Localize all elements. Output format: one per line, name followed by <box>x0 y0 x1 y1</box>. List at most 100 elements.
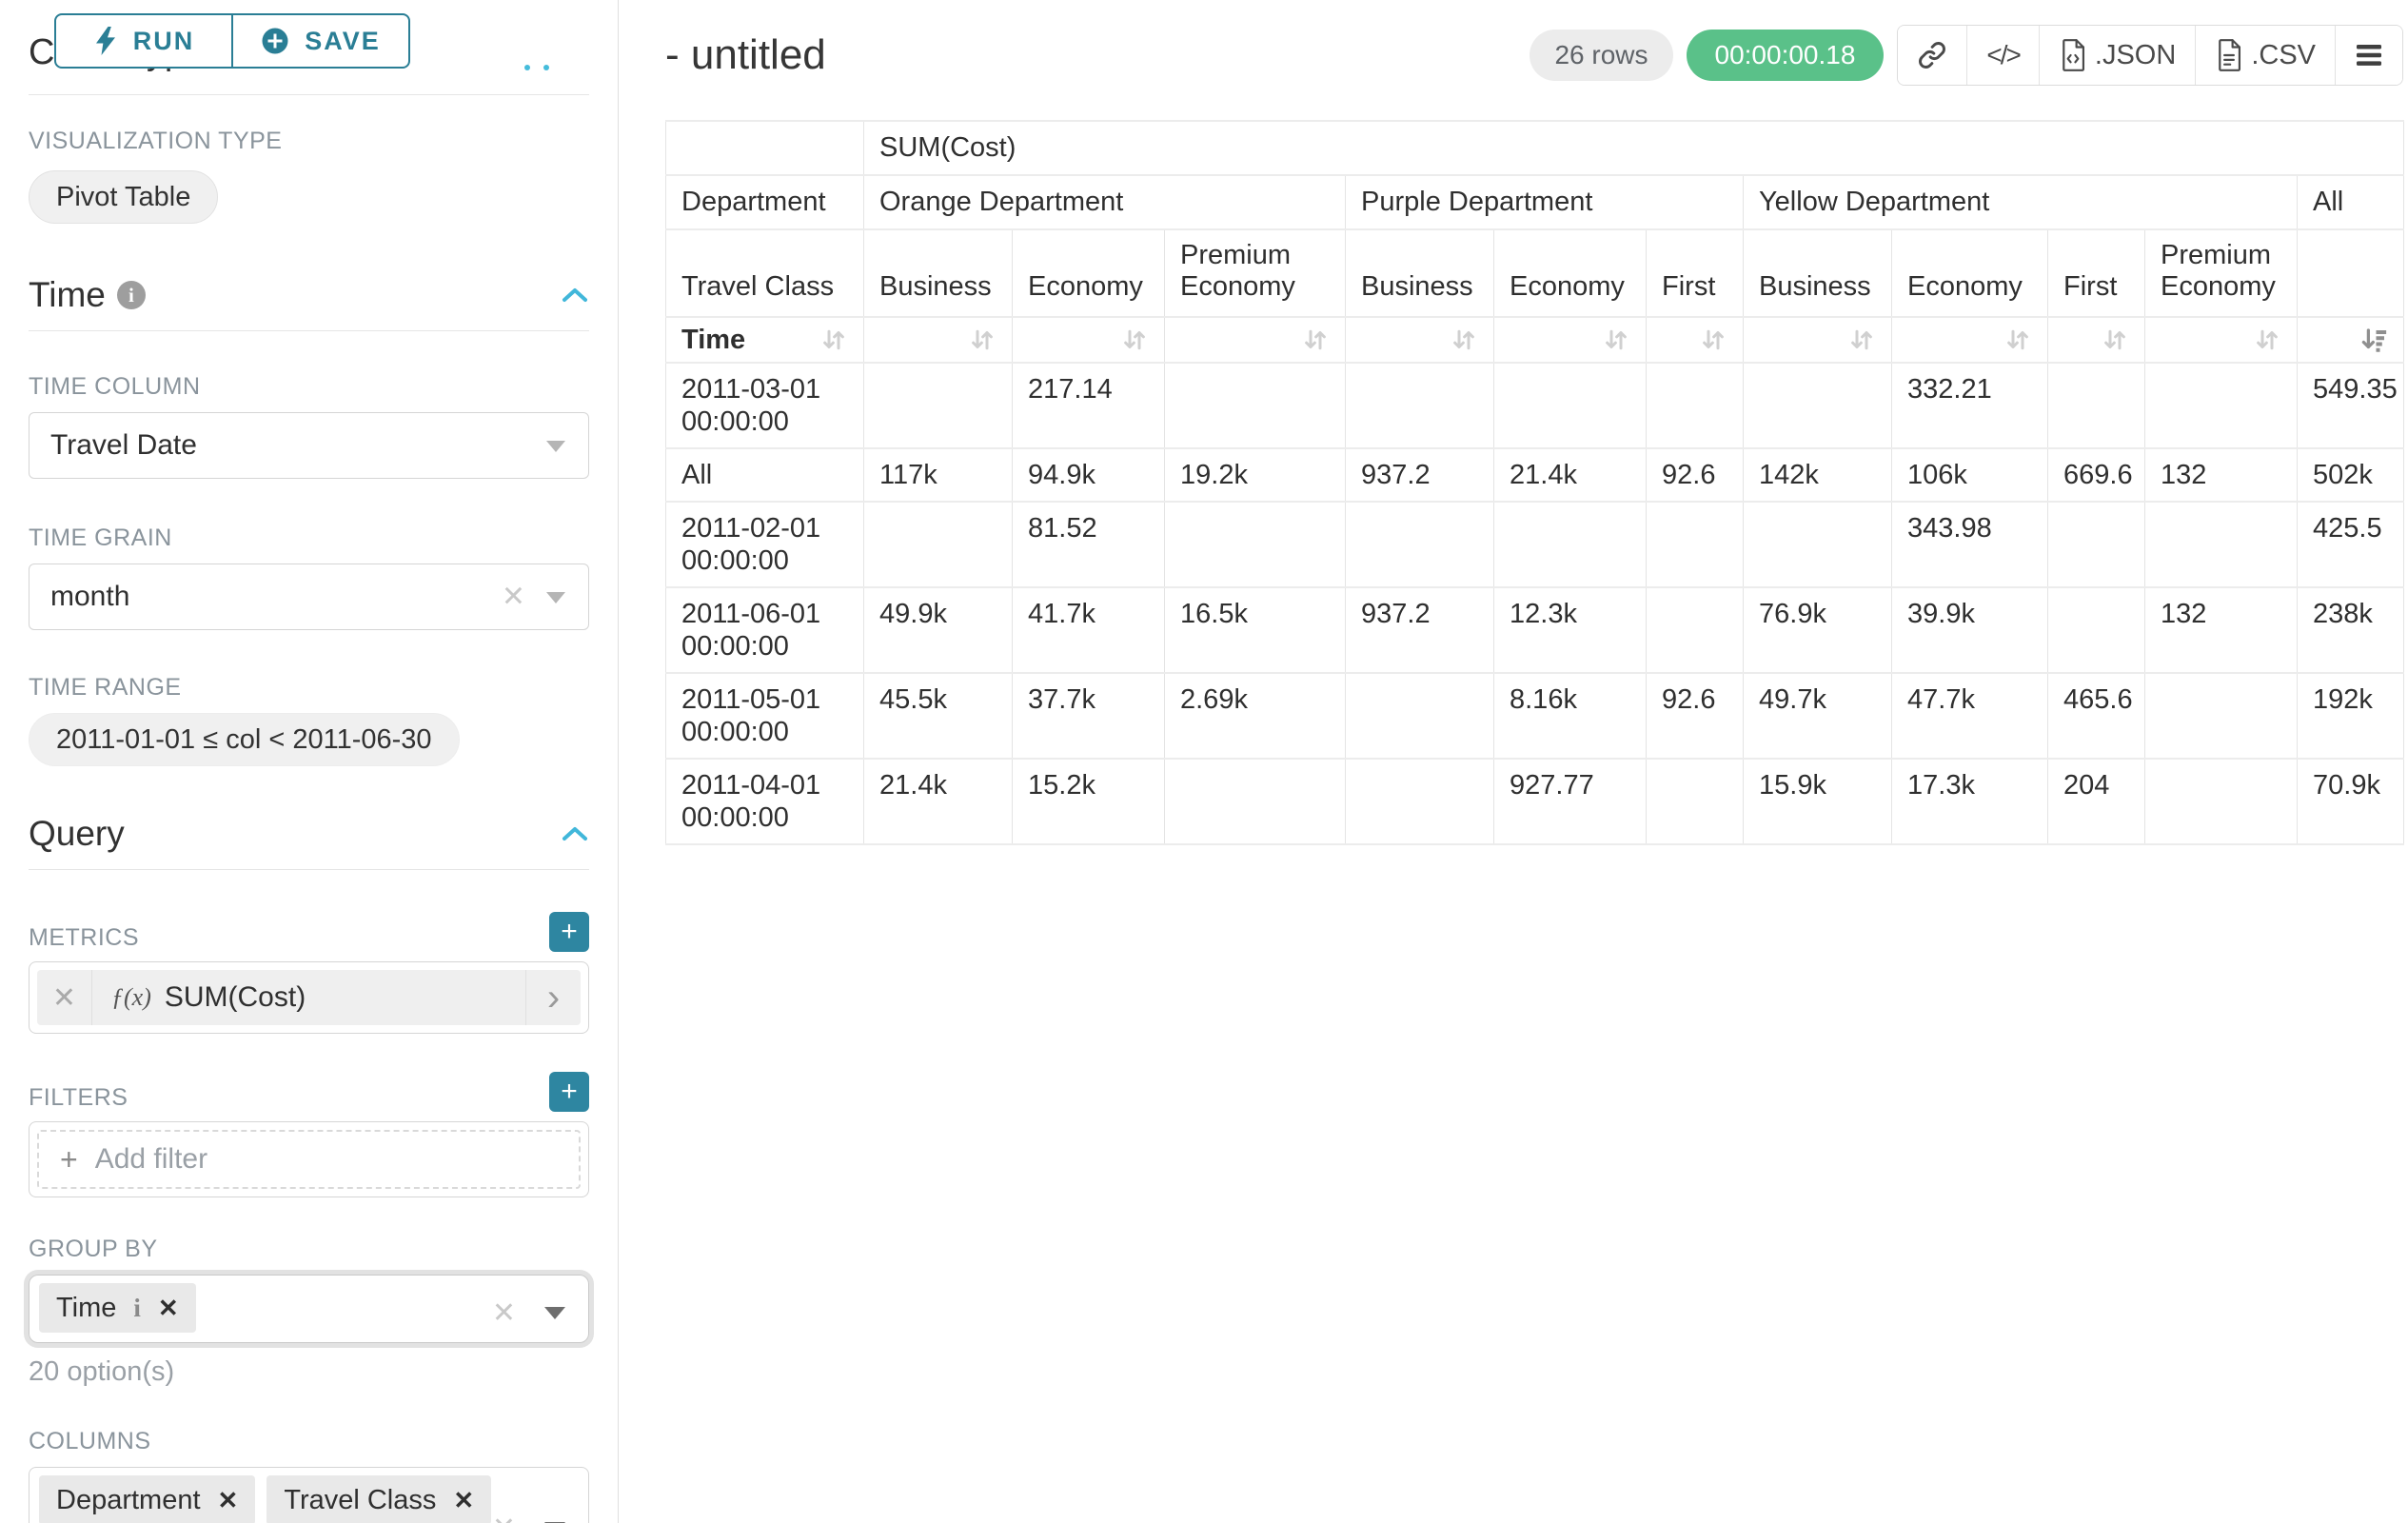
export-csv-button[interactable]: .CSV <box>2195 26 2335 85</box>
info-icon: i <box>116 281 146 309</box>
remove-metric-icon[interactable]: ✕ <box>37 970 92 1025</box>
pivot-cell: 76.9k <box>1743 586 1892 674</box>
table-row: 2011-04-01 00:00:00 21.4k 15.2k 927.77 15.9k… <box>665 758 2405 845</box>
pivot-cell: 465.6 <box>2047 672 2145 760</box>
more-menu-button[interactable] <box>2335 26 2402 85</box>
hamburger-icon <box>2357 45 2381 66</box>
export-json-button[interactable]: .JSON <box>2038 26 2196 85</box>
sort-toggle[interactable] <box>1510 326 1630 354</box>
clear-icon[interactable]: ✕ <box>492 1512 516 1523</box>
info-icon[interactable]: i <box>133 1293 141 1322</box>
metric-header-row: SUM(Cost) <box>665 120 2405 176</box>
metric-chip[interactable]: ✕ ƒ(x) SUM(Cost) › <box>37 970 581 1025</box>
sort-toggle[interactable] <box>1361 326 1478 354</box>
sort-toggle[interactable] <box>1028 326 1149 354</box>
pivot-cell <box>1493 501 1647 588</box>
pivot-cell: 204 <box>2047 758 2145 845</box>
time-range-value[interactable]: 2011-01-01 ≤ col < 2011-06-30 <box>29 713 460 766</box>
filters-container: + Add filter <box>29 1121 589 1197</box>
pivot-cell <box>1164 362 1346 449</box>
pivot-cell <box>2047 501 2145 588</box>
pivot-cell: 132 <box>2144 447 2298 503</box>
pivot-cell: 425.5 <box>2296 501 2405 588</box>
col-group-header: Orange Department <box>863 174 1346 230</box>
group-by-tag[interactable]: Time i ✕ <box>39 1283 196 1333</box>
columns-tag[interactable]: Department ✕ <box>39 1475 256 1523</box>
visualization-type-value[interactable]: Pivot Table <box>29 170 219 224</box>
add-metric-button[interactable]: + <box>549 912 589 952</box>
chevron-up-icon[interactable] <box>561 286 589 305</box>
save-button[interactable]: SAVE <box>232 13 410 69</box>
add-filter-button[interactable]: + Add filter <box>37 1130 581 1189</box>
time-section-header[interactable]: Time i <box>29 275 589 315</box>
pivot-cell <box>2047 362 2145 449</box>
pivot-cell: 238k <box>2296 586 2405 674</box>
pivot-cell: 12.3k <box>1493 586 1647 674</box>
pivot-cell <box>1646 362 1744 449</box>
add-filter-plus-button[interactable]: + <box>549 1072 589 1112</box>
sort-icon <box>2104 329 2125 350</box>
sort-toggle[interactable] <box>1662 326 1727 354</box>
group-by-label: GROUP BY <box>29 1236 158 1262</box>
columns-label: COLUMNS <box>29 1428 151 1454</box>
col-header: Economy <box>1012 228 1165 318</box>
clear-icon[interactable]: ✕ <box>501 581 525 613</box>
group-by-select[interactable]: Time i ✕ ✕ <box>29 1275 589 1343</box>
chevron-up-icon[interactable] <box>561 824 589 843</box>
clear-icon[interactable]: ✕ <box>491 1297 516 1329</box>
query-timer-badge: 00:00:00.18 <box>1686 30 1885 81</box>
pivot-cell <box>1345 758 1494 845</box>
run-button[interactable]: RUN <box>54 13 232 69</box>
chevron-right-icon[interactable]: › <box>525 970 581 1025</box>
col-header: Economy <box>1891 228 2048 318</box>
sort-toggle[interactable] <box>819 326 848 354</box>
col-header: Business <box>863 228 1013 318</box>
row-dim-label: Time <box>681 324 746 355</box>
sort-toggle[interactable] <box>1759 326 1876 354</box>
time-column-select[interactable]: Travel Date <box>29 412 589 479</box>
sort-toggle[interactable] <box>2161 326 2281 354</box>
pivot-row-header: 2011-02-01 00:00:00 <box>665 501 864 588</box>
pivot-cell: 37.7k <box>1012 672 1165 760</box>
sort-toggle[interactable] <box>1180 326 1330 354</box>
sort-toggle[interactable] <box>879 326 997 354</box>
pivot-cell: 502k <box>2296 447 2405 503</box>
col-header: Economy <box>1493 228 1647 318</box>
query-section-title: Query <box>29 814 125 853</box>
pivot-cell: 94.9k <box>1012 447 1165 503</box>
page-title[interactable]: - untitled <box>665 31 826 78</box>
link-icon <box>1919 42 1946 69</box>
divider <box>29 869 589 870</box>
pivot-cell: 39.9k <box>1891 586 2048 674</box>
sort-row: Time <box>665 316 2405 364</box>
sort-icon <box>1703 329 1724 350</box>
sort-icon <box>2007 329 2028 350</box>
pivot-cell: 70.9k <box>2296 758 2405 845</box>
plus-circle-icon <box>262 28 288 54</box>
pivot-cell <box>2144 672 2298 760</box>
copy-link-button[interactable] <box>1898 26 1967 85</box>
sort-toggle[interactable] <box>2313 326 2388 354</box>
col-dim-label: Department <box>665 174 864 230</box>
metric-header: SUM(Cost) <box>862 120 2405 176</box>
panel-resize-handle[interactable] <box>524 65 549 70</box>
remove-tag-icon[interactable]: ✕ <box>217 1485 239 1514</box>
col-group-header: Yellow Department <box>1743 174 2298 230</box>
columns-select[interactable]: Department ✕ Travel Class ✕ ✕ <box>29 1467 589 1523</box>
sort-toggle[interactable] <box>2063 326 2129 354</box>
time-column-label: TIME COLUMN <box>29 373 201 400</box>
remove-tag-icon[interactable]: ✕ <box>157 1293 179 1322</box>
sort-toggle[interactable] <box>1907 326 2032 354</box>
time-grain-select[interactable]: month ✕ <box>29 564 589 630</box>
metrics-label: METRICS <box>29 924 139 951</box>
query-section-header[interactable]: Query <box>29 814 589 854</box>
corner-cell <box>665 120 864 176</box>
embed-code-button[interactable]: </> <box>1966 26 2039 85</box>
remove-tag-icon[interactable]: ✕ <box>453 1485 475 1514</box>
pivot-cell <box>2144 758 2298 845</box>
chevron-down-icon[interactable] <box>544 1307 565 1319</box>
code-icon: </> <box>1986 40 2022 69</box>
pivot-cell: 2.69k <box>1164 672 1346 760</box>
columns-tag[interactable]: Travel Class ✕ <box>266 1475 492 1523</box>
json-file-icon <box>2063 39 2084 71</box>
